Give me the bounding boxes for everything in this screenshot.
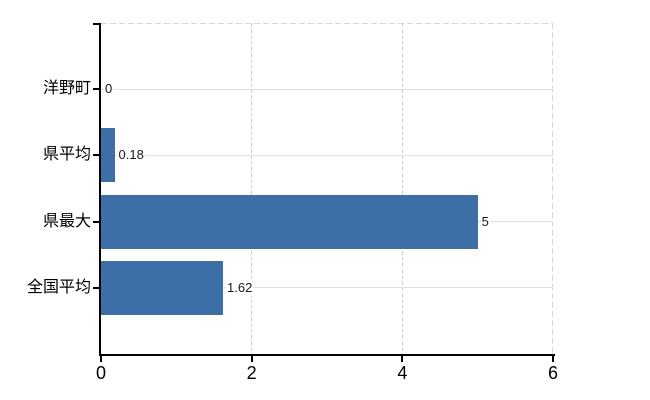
x-axis-tick-label: 6: [547, 363, 558, 383]
x-axis-tick-label: 0: [95, 363, 106, 383]
y-axis-tick: [93, 154, 100, 157]
bar: [101, 194, 478, 249]
x-axis-tick: [250, 354, 253, 362]
x-axis-tick: [100, 354, 102, 362]
bar-value-label: 5: [480, 213, 490, 230]
gridline-horizontal: [101, 287, 553, 289]
bar-value-label: 1.62: [226, 279, 254, 296]
x-axis-tick-label: 4: [397, 363, 408, 383]
y-axis-category-label: 洋野町: [42, 80, 91, 98]
bar: [101, 128, 115, 183]
x-axis-tick: [552, 354, 554, 362]
plot-border-right: [552, 23, 553, 354]
bar-value-label: 0: [104, 81, 114, 98]
x-axis-line: [99, 354, 555, 356]
y-axis-tick: [93, 220, 100, 223]
y-axis-line: [99, 23, 101, 356]
y-axis-category-label: 県平均: [42, 146, 91, 164]
y-axis-tick: [93, 88, 100, 91]
gridline-horizontal: [101, 154, 553, 156]
bar: [101, 260, 224, 315]
gridline-horizontal: [101, 88, 553, 90]
y-axis-top-cap: [93, 23, 100, 25]
plot-border-top: [101, 23, 553, 24]
gridline-vertical: [251, 23, 253, 354]
y-axis-tick: [93, 286, 100, 289]
x-axis-tick-label: 2: [246, 363, 257, 383]
y-axis-category-label: 県最大: [42, 212, 91, 230]
bar-value-label: 0.18: [117, 147, 145, 164]
y-axis-category-label: 全国平均: [26, 278, 91, 296]
gridline-vertical: [401, 23, 403, 354]
plot-area: 0 0.18 5 1.62: [101, 23, 553, 354]
x-axis-tick: [401, 354, 404, 362]
